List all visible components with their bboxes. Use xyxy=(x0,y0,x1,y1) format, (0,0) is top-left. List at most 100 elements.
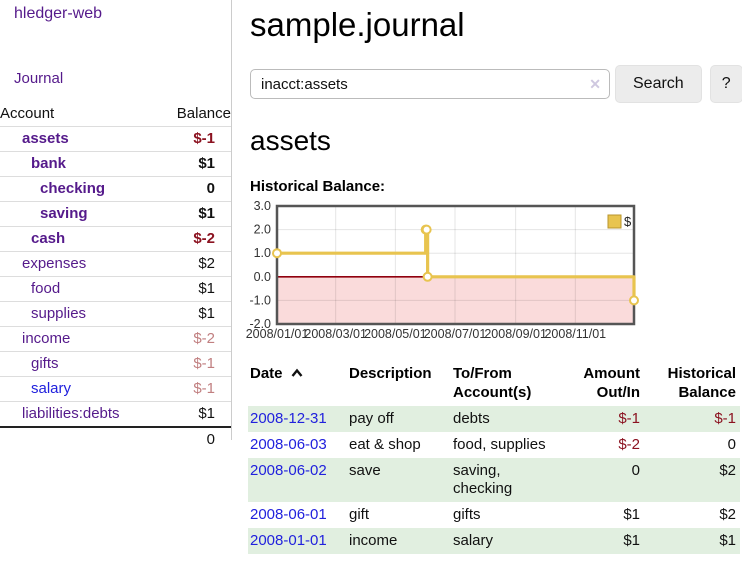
account-link[interactable]: food xyxy=(31,280,61,297)
svg-text:2008/09/01: 2008/09/01 xyxy=(484,327,547,341)
register-date-link[interactable]: 2008-06-02 xyxy=(250,462,327,479)
register-amount: 0 xyxy=(631,462,640,479)
register-row: 2008-01-01 income salary $1 $1 xyxy=(248,528,740,554)
svg-text:2008/01/01: 2008/01/01 xyxy=(246,327,309,341)
account-balance: $1 xyxy=(158,401,231,427)
register-row: 2008-06-03 eat & shop food, supplies $-2 0 xyxy=(248,432,740,458)
register-description: income xyxy=(349,532,398,549)
register-accounts: saving, checking xyxy=(453,462,513,497)
register-date-link[interactable]: 2008-06-03 xyxy=(250,436,327,453)
accounts-header-balance: Balance xyxy=(176,105,231,122)
account-row: expenses $2 xyxy=(0,251,231,277)
register-description: pay off xyxy=(349,410,394,427)
account-balance: $1 xyxy=(158,276,231,302)
register-row: 2008-06-01 gift gifts $1 $2 xyxy=(248,502,740,528)
register-header-row: Date Description To/From Account(s) Amou… xyxy=(248,361,740,406)
svg-text:-2.0: -2.0 xyxy=(249,317,271,331)
account-balance: $-1 xyxy=(158,376,231,402)
accounts-total-value: 0 xyxy=(158,426,231,452)
account-link[interactable]: checking xyxy=(40,180,106,197)
register-row: 2008-12-31 pay off debts $-1 $-1 xyxy=(248,406,740,432)
svg-text:0.0: 0.0 xyxy=(254,270,271,284)
register-balance: $2 xyxy=(719,462,736,479)
register-accounts: food, supplies xyxy=(453,436,546,453)
register-accounts: debts xyxy=(453,410,490,427)
register-date-link[interactable]: 2008-06-01 xyxy=(250,506,327,523)
register-row: 2008-06-02 save saving, checking 0 $2 xyxy=(248,458,740,502)
account-link[interactable]: cash xyxy=(31,230,66,247)
search-button[interactable]: Search xyxy=(615,65,702,103)
register-balance: $1 xyxy=(719,532,736,549)
svg-text:2008/05/01: 2008/05/01 xyxy=(364,327,427,341)
accounts-table: Account Balance assets $-1 bank $1 checking 0… xyxy=(0,101,231,452)
account-row: liabilities:debts $1 xyxy=(0,401,231,427)
register-date-link[interactable]: 2008-01-01 xyxy=(250,532,327,549)
account-balance: $1 xyxy=(158,301,231,327)
nav-journal-link[interactable]: Journal xyxy=(14,70,64,87)
account-balance: $1 xyxy=(158,151,231,177)
account-row: bank $1 xyxy=(0,151,231,177)
account-balance: $-2 xyxy=(158,226,231,252)
account-balance: $1 xyxy=(158,201,231,227)
svg-text:1.0: 1.0 xyxy=(254,246,271,260)
account-link[interactable]: salary xyxy=(31,380,72,397)
account-link[interactable]: gifts xyxy=(31,355,59,372)
register-balance: $2 xyxy=(719,506,736,523)
account-row: supplies $1 xyxy=(0,301,231,327)
register-accounts: salary xyxy=(453,532,494,549)
account-link[interactable]: assets xyxy=(22,130,69,147)
svg-text:2008/07/01: 2008/07/01 xyxy=(424,327,487,341)
register-table-body: 2008-12-31 pay off debts $-1 $-1 2008-06-03 ea… xyxy=(248,406,740,554)
brand-link[interactable]: hledger-web xyxy=(14,5,103,22)
account-balance: $-2 xyxy=(158,326,231,352)
account-link[interactable]: supplies xyxy=(31,305,87,322)
search-form: ✕ Search ? xyxy=(250,65,742,103)
account-row: saving $1 xyxy=(0,201,231,227)
register-description: save xyxy=(349,462,381,479)
svg-text:2008/11/01: 2008/11/01 xyxy=(544,327,606,341)
chart-section-label: Historical Balance: xyxy=(250,178,386,195)
search-input-wrap: ✕ xyxy=(250,69,610,99)
account-row: cash $-2 xyxy=(0,226,231,252)
account-link[interactable]: income xyxy=(22,330,71,347)
svg-text:2.0: 2.0 xyxy=(254,223,271,237)
search-input[interactable] xyxy=(250,69,610,99)
accounts-total-row: 0 xyxy=(0,426,231,452)
account-row: gifts $-1 xyxy=(0,351,231,377)
register-amount: $1 xyxy=(623,506,640,523)
accounts-header-account: Account xyxy=(0,105,55,122)
account-row: checking 0 xyxy=(0,176,231,202)
register-header-description: Description xyxy=(349,365,432,382)
account-balance: $-1 xyxy=(158,351,231,377)
register-amount: $1 xyxy=(623,532,640,549)
svg-text:-1.0: -1.0 xyxy=(249,293,271,307)
register-table: Date Description To/From Account(s) Amou… xyxy=(248,361,740,554)
account-link[interactable]: saving xyxy=(40,205,88,222)
sort-ascending-icon xyxy=(291,368,302,377)
help-button[interactable]: ? xyxy=(709,65,742,103)
page-title: sample.journal xyxy=(250,6,465,43)
register-balance: 0 xyxy=(727,436,736,453)
account-balance: $2 xyxy=(158,251,231,277)
clear-search-icon[interactable]: ✕ xyxy=(589,76,601,92)
account-link[interactable]: expenses xyxy=(22,255,87,272)
main-content: sample.journal ✕ Search ? assets Histori… xyxy=(246,0,742,554)
register-header-date[interactable]: Date xyxy=(248,361,345,406)
svg-text:$: $ xyxy=(624,214,632,229)
register-amount: $-2 xyxy=(618,436,640,453)
register-balance: $-1 xyxy=(714,410,736,427)
account-link[interactable]: liabilities:debts xyxy=(22,405,120,422)
accounts-table-body: assets $-1 bank $1 checking 0 saving $1 cash $-2 e… xyxy=(0,126,231,427)
account-link[interactable]: bank xyxy=(31,155,67,172)
register-header-amount: Amount Out/In xyxy=(583,365,640,401)
accounts-header-row: Account Balance xyxy=(0,101,231,127)
account-balance: 0 xyxy=(158,176,231,202)
register-amount: $-1 xyxy=(618,410,640,427)
account-row: income $-2 xyxy=(0,326,231,352)
account-row: food $1 xyxy=(0,276,231,302)
register-header-accounts: To/From Account(s) xyxy=(453,365,532,401)
svg-text:2008/03/01: 2008/03/01 xyxy=(304,327,367,341)
svg-text:3.0: 3.0 xyxy=(254,199,271,213)
register-date-link[interactable]: 2008-12-31 xyxy=(250,410,327,427)
register-accounts: gifts xyxy=(453,506,481,523)
